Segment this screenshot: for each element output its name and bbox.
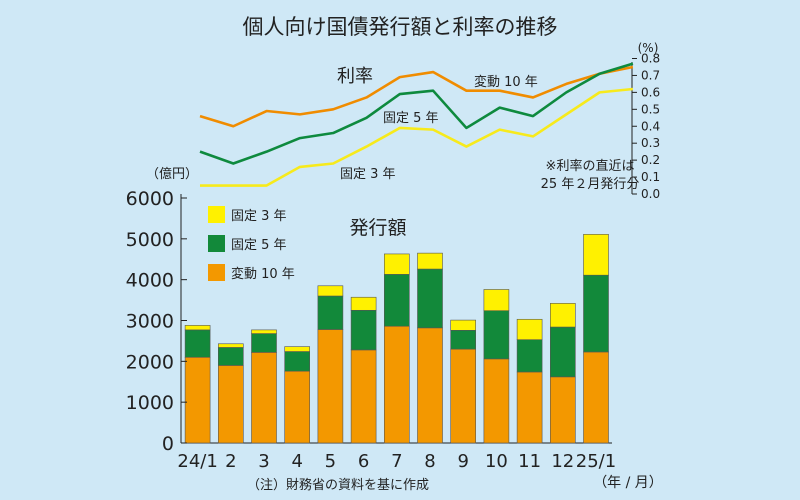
bar-y-tick-label: 6000 <box>126 188 174 210</box>
rate-lines-layer <box>199 62 634 187</box>
bar-segment-kotei5 <box>251 333 277 353</box>
bar-x-tick-label: 8 <box>424 451 435 472</box>
bar-segment-kotei5 <box>350 309 377 351</box>
bar-y-tick-label: 5000 <box>126 229 174 251</box>
bar-legend: 固定 3 年 固定 5 年 変動 10 年 <box>208 206 295 282</box>
legend-swatch-kotei3 <box>208 206 225 223</box>
bar-segment-hendou10 <box>317 329 344 444</box>
bar-segment-hendou10 <box>184 356 211 444</box>
bar-x-tick-label: 9 <box>457 451 468 472</box>
bar-y-tick-label: 4000 <box>126 270 174 292</box>
bar-x-tick-label: 3 <box>258 451 269 472</box>
legend-swatch-hendou10 <box>208 264 225 281</box>
bar-y-tick-label: 1000 <box>126 392 174 414</box>
bar-x-tick-label: 7 <box>391 451 402 472</box>
rate-line-kotei3 <box>200 87 634 187</box>
bar-segment-kotei5 <box>483 310 510 360</box>
bar-x-unit: （年 / 月） <box>593 475 663 491</box>
bar-y-tick-label: 2000 <box>126 351 174 373</box>
chart-title: 個人向け国債発行額と利率の推移 <box>243 15 558 39</box>
bar-segment-hendou10 <box>450 348 477 444</box>
rate-line-hendou10 <box>199 65 634 128</box>
bar-x-tick-label: 25/1 <box>576 451 616 472</box>
bars-layer <box>184 234 609 444</box>
bar-x-tick-label: 2 <box>225 451 236 472</box>
rate-y-tick-label: 0.4 <box>641 119 660 133</box>
rate-y-tick-label: 0.0 <box>641 187 660 201</box>
legend-label-kotei5: 固定 5 年 <box>231 238 287 253</box>
rate-y-tick-label: 0.7 <box>641 68 660 82</box>
rate-y-tick-label: 0.2 <box>641 153 660 167</box>
bar-segment-kotei5 <box>583 274 609 353</box>
source-note: （注）財務省の資料を基に作成 <box>247 478 429 493</box>
bar-y-unit: （億円） <box>146 166 198 182</box>
rate-line-kotei5 <box>199 62 634 165</box>
rate-y-tick-label: 0.1 <box>641 170 660 184</box>
bar-segment-kotei5 <box>184 329 211 358</box>
rate-y-tick-label: 0.6 <box>641 85 660 99</box>
bar-x-tick-label: 6 <box>358 451 369 472</box>
bar-segment-hendou10 <box>583 351 609 444</box>
bar-x-tick-label: 12 <box>551 451 574 472</box>
bar-x-tick-label: 5 <box>325 451 336 472</box>
bar-segment-hendou10 <box>284 370 311 444</box>
bar-segment-kotei5 <box>417 268 443 329</box>
bar-segment-kotei3 <box>383 253 410 275</box>
bar-segment-kotei5 <box>317 295 344 330</box>
bar-segment-kotei5 <box>383 274 410 327</box>
bar-segment-kotei3 <box>450 319 477 331</box>
bar-segment-kotei3 <box>516 318 543 340</box>
rate-y-tick-label: 0.8 <box>641 52 660 66</box>
bar-segment-kotei3 <box>483 289 510 312</box>
legend-label-hendou10: 変動 10 年 <box>231 266 295 282</box>
legend-swatch-kotei5 <box>208 235 225 252</box>
bar-segment-hendou10 <box>383 325 410 444</box>
rate-y-tick-label: 0.3 <box>641 136 660 150</box>
rate-annotation-line-2: 25 年２月発行分 <box>541 177 640 192</box>
bar-segment-kotei3 <box>583 234 609 276</box>
bar-x-tick-label: 24/1 <box>177 451 217 472</box>
series-label-hendou10: 変動 10 年 <box>474 74 538 90</box>
bar-segment-kotei3 <box>284 346 311 352</box>
bar-segment-hendou10 <box>483 358 510 444</box>
bar-segment-kotei3 <box>184 325 211 331</box>
bar-y-tick-label: 3000 <box>126 311 174 333</box>
bar-segment-kotei3 <box>218 343 244 348</box>
bar-segment-kotei3 <box>251 329 277 334</box>
bar-segment-kotei5 <box>450 329 477 350</box>
bar-segment-hendou10 <box>549 376 576 444</box>
bar-segment-hendou10 <box>218 365 244 444</box>
bar-chart-title: 発行額 <box>349 217 406 239</box>
bar-segment-hendou10 <box>516 371 543 444</box>
bar-segment-kotei5 <box>284 351 311 372</box>
bar-segment-kotei5 <box>218 347 244 366</box>
axis-ticks-layer: 6000 5000 4000 3000 2000 1000 024/1 2 3 4 5 6 7 8 9 10 1… <box>126 52 660 473</box>
rate-y-unit: (%) <box>638 41 659 55</box>
legend-label-kotei3: 固定 3 年 <box>231 209 287 224</box>
bar-segment-kotei5 <box>549 326 576 378</box>
rate-chart-title: 利率 <box>337 66 373 87</box>
rate-annotation-line-1: ※利率の直近は <box>546 158 635 174</box>
bar-segment-hendou10 <box>251 352 277 444</box>
bar-segment-kotei3 <box>317 285 344 297</box>
bar-segment-kotei3 <box>417 252 443 270</box>
bar-x-tick-label: 4 <box>291 451 302 472</box>
bar-segment-kotei5 <box>516 339 543 373</box>
series-label-kotei5: 固定 5 年 <box>383 111 439 126</box>
bar-y-tick-label: 0 <box>162 433 174 455</box>
bar-segment-kotei3 <box>549 303 576 328</box>
bar-segment-hendou10 <box>417 327 443 444</box>
rate-y-tick-label: 0.5 <box>641 102 660 116</box>
bar-segment-hendou10 <box>350 349 377 444</box>
bar-segment-kotei3 <box>350 296 377 311</box>
bar-x-tick-label: 11 <box>518 451 541 472</box>
series-label-kotei3: 固定 3 年 <box>340 167 396 182</box>
bar-x-tick-label: 10 <box>485 451 508 472</box>
